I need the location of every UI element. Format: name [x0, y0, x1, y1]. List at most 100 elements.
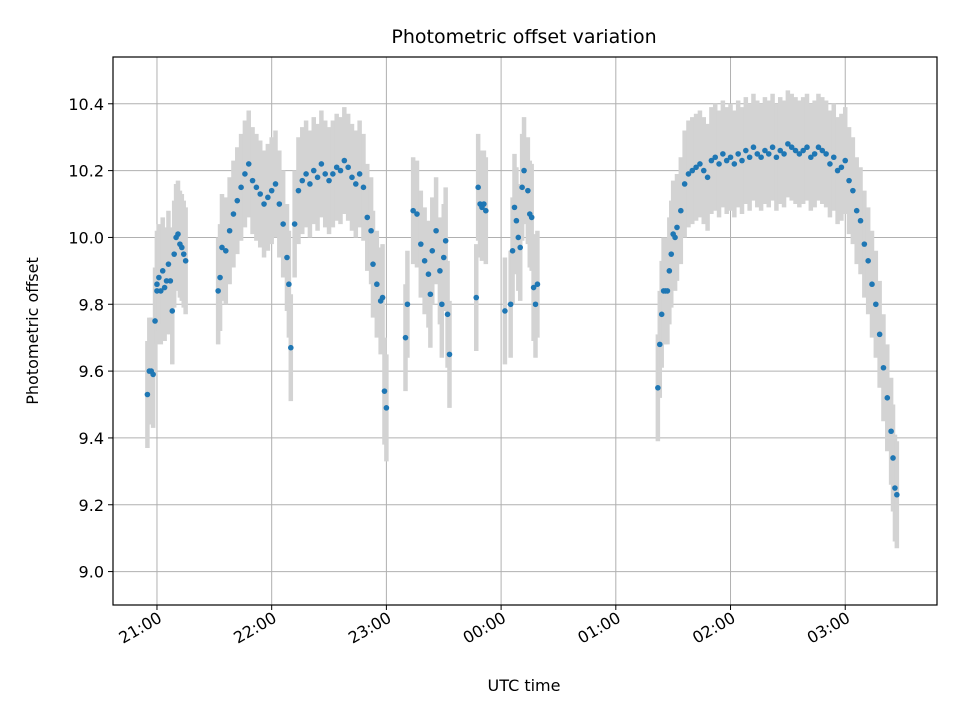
- data-point: [681, 181, 688, 187]
- data-point: [796, 151, 803, 157]
- data-point: [483, 207, 489, 214]
- data-point: [473, 294, 480, 301]
- data-point: [693, 164, 699, 171]
- data-point: [440, 254, 447, 261]
- data-point: [765, 151, 772, 157]
- data-point: [528, 214, 535, 221]
- data-point: [383, 405, 390, 411]
- data-point: [349, 174, 355, 181]
- data-point: [245, 161, 252, 167]
- data-point: [326, 177, 332, 184]
- data-point: [513, 217, 520, 224]
- data-point: [674, 224, 680, 231]
- data-point: [310, 167, 317, 174]
- data-point: [853, 207, 860, 214]
- data-point: [857, 217, 864, 224]
- data-point: [517, 244, 524, 251]
- data-point: [861, 241, 868, 247]
- data-point: [144, 391, 151, 398]
- data-point: [152, 318, 158, 324]
- data-point: [437, 268, 443, 274]
- data-point: [777, 147, 784, 154]
- data-point: [360, 184, 367, 191]
- data-point: [739, 157, 745, 164]
- data-point: [876, 331, 883, 338]
- data-point: [664, 288, 671, 294]
- data-point: [723, 157, 730, 164]
- data-point-layer: [144, 141, 900, 498]
- data-point: [534, 281, 541, 288]
- x-tick-label: 02:00: [689, 608, 738, 648]
- data-point: [811, 151, 818, 157]
- data-point: [656, 341, 663, 348]
- data-point: [303, 171, 309, 177]
- data-point: [658, 311, 665, 318]
- data-point: [314, 174, 321, 181]
- data-point: [159, 268, 166, 274]
- data-point: [689, 167, 696, 174]
- x-tick-label: 03:00: [804, 608, 853, 648]
- data-point: [381, 388, 388, 394]
- data-point: [226, 227, 233, 234]
- data-point: [869, 281, 875, 288]
- data-point: [762, 147, 768, 154]
- data-point: [439, 301, 445, 308]
- data-point: [370, 261, 376, 267]
- data-point: [249, 177, 256, 184]
- data-point: [521, 167, 527, 174]
- data-point: [429, 248, 436, 254]
- data-point: [353, 181, 359, 187]
- data-point: [295, 187, 302, 194]
- data-point: [288, 344, 294, 351]
- data-point: [808, 154, 814, 161]
- data-point: [800, 147, 806, 154]
- data-point: [511, 204, 518, 211]
- data-point: [712, 154, 719, 161]
- data-point: [519, 184, 525, 191]
- data-point: [502, 308, 508, 314]
- data-point: [175, 231, 181, 237]
- data-point: [242, 171, 248, 177]
- data-point: [475, 184, 481, 191]
- data-point: [769, 144, 776, 151]
- data-point: [444, 311, 451, 318]
- data-point: [731, 161, 738, 167]
- data-point: [272, 181, 279, 187]
- data-point: [238, 184, 244, 191]
- data-point: [827, 161, 833, 167]
- data-point: [345, 164, 351, 171]
- data-point: [276, 201, 283, 207]
- data-point: [865, 258, 871, 264]
- data-point: [179, 244, 185, 251]
- data-point: [735, 151, 741, 157]
- data-point: [219, 244, 225, 251]
- x-tick-label: 01:00: [574, 608, 623, 648]
- data-point: [171, 251, 177, 257]
- data-point: [716, 161, 722, 167]
- data-point: [850, 187, 856, 194]
- data-point: [666, 268, 673, 274]
- data-point: [402, 334, 409, 341]
- y-tick-label: 9.2: [79, 496, 104, 515]
- data-point: [743, 147, 749, 154]
- data-point: [427, 291, 434, 298]
- data-point: [727, 154, 734, 161]
- data-point: [792, 147, 799, 154]
- data-point: [230, 211, 237, 217]
- data-point: [157, 288, 164, 294]
- data-point: [374, 281, 380, 288]
- data-point: [697, 161, 703, 167]
- data-point: [655, 385, 661, 391]
- data-point: [286, 281, 292, 288]
- data-point: [433, 227, 439, 234]
- y-tick-label: 10.0: [68, 228, 104, 247]
- data-point: [525, 187, 531, 194]
- data-point: [284, 254, 290, 261]
- data-point: [364, 214, 371, 221]
- data-point: [165, 261, 172, 267]
- data-point: [253, 184, 260, 191]
- data-point: [884, 395, 891, 401]
- data-point: [421, 258, 428, 264]
- data-point: [215, 288, 221, 294]
